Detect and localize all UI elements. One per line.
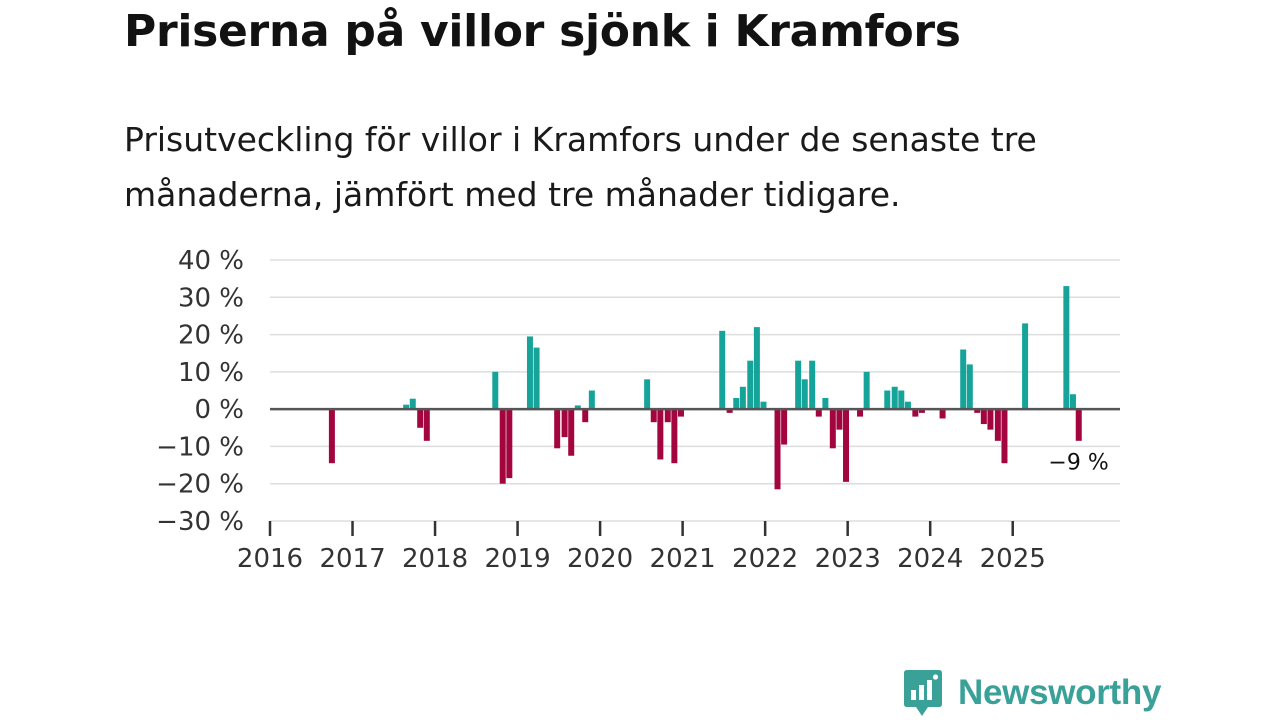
y-tick-label: −30 % xyxy=(156,507,244,537)
bar xyxy=(918,409,925,413)
price-change-chart: 40 %30 %20 %10 %0 %−10 %−20 %−30 % 2016 2… xyxy=(156,246,1120,574)
bar xyxy=(809,360,816,410)
bar xyxy=(966,364,973,410)
newsworthy-brand[interactable]: Newsworthy xyxy=(902,668,1161,718)
bar xyxy=(960,349,967,410)
annotations: −9 % xyxy=(1048,450,1108,475)
bar xyxy=(836,409,843,430)
y-tick-label: 10 % xyxy=(178,358,244,388)
bar xyxy=(857,409,864,417)
x-tick-label: 2022 xyxy=(732,544,798,574)
x-tick-label: 2024 xyxy=(897,544,963,574)
bar xyxy=(719,330,726,410)
y-axis-ticks: 40 % 30 % 20 % 10 % 0 % −10 % −20 % −30 % xyxy=(156,246,244,537)
bar xyxy=(822,397,829,410)
bar xyxy=(328,409,335,464)
x-tick-label: 2021 xyxy=(650,544,716,574)
bar xyxy=(677,409,684,417)
bar xyxy=(1063,286,1070,410)
x-tick-label: 2019 xyxy=(484,544,550,574)
bar xyxy=(554,409,561,449)
brand-name: Newsworthy xyxy=(958,673,1162,712)
bar xyxy=(980,409,987,425)
y-tick-label: 20 % xyxy=(178,321,244,351)
bar xyxy=(753,327,760,410)
bar xyxy=(829,409,836,449)
bar xyxy=(417,409,424,428)
bar xyxy=(423,409,430,441)
bar xyxy=(726,409,733,413)
bar xyxy=(657,409,664,460)
bar xyxy=(582,409,589,423)
bar xyxy=(506,409,513,479)
bar xyxy=(760,401,767,410)
bar xyxy=(533,347,540,410)
bar xyxy=(774,409,781,490)
bar xyxy=(403,404,410,410)
bar xyxy=(747,360,754,410)
bar xyxy=(499,409,506,484)
bar xyxy=(801,379,808,410)
newsworthy-logo-icon xyxy=(904,670,942,716)
y-tick-label: −20 % xyxy=(156,470,244,500)
bar xyxy=(526,336,533,410)
bar xyxy=(671,409,678,464)
bar xyxy=(781,409,788,445)
bar xyxy=(409,398,416,410)
x-axis: 2016 2017 2018 2019 2020 2021 2022 2023 2024 2025 xyxy=(237,520,1120,574)
gridlines xyxy=(270,259,1120,485)
bar xyxy=(492,371,499,410)
bar xyxy=(974,409,981,413)
bar xyxy=(561,409,568,438)
bar xyxy=(891,386,898,410)
y-tick-label: 40 % xyxy=(178,246,244,276)
bar xyxy=(863,371,870,410)
bar xyxy=(939,409,946,419)
bar xyxy=(733,397,740,410)
bar xyxy=(1075,409,1082,441)
bar xyxy=(664,409,671,423)
bar xyxy=(650,409,657,423)
bar xyxy=(795,360,802,410)
last-value-label: −9 % xyxy=(1048,450,1108,475)
bar xyxy=(884,390,891,410)
bar xyxy=(994,409,1001,441)
x-tick-label: 2023 xyxy=(815,544,881,574)
y-tick-label: 30 % xyxy=(178,283,244,313)
bar xyxy=(568,409,575,456)
bar xyxy=(898,390,905,410)
bar xyxy=(843,409,850,482)
x-tick-label: 2018 xyxy=(402,544,468,574)
x-tick-label: 2017 xyxy=(319,544,385,574)
chart-subtitle: Prisutveckling för villor i Kramfors und… xyxy=(124,120,1037,214)
x-tick-label: 2025 xyxy=(980,544,1046,574)
bar xyxy=(588,390,595,410)
bar xyxy=(912,409,919,417)
bar xyxy=(739,386,746,410)
bar xyxy=(574,405,581,410)
x-tick-label: 2016 xyxy=(237,544,303,574)
y-tick-label: 0 % xyxy=(194,395,244,425)
x-tick-label: 2020 xyxy=(567,544,633,574)
bar xyxy=(1001,409,1008,464)
bar xyxy=(644,379,651,410)
bar xyxy=(815,409,822,417)
bar xyxy=(987,409,994,430)
bar xyxy=(904,401,911,410)
bar xyxy=(1022,323,1029,410)
chart-title: Priserna på villor sjönk i Kramfors xyxy=(124,6,961,57)
bar xyxy=(1069,394,1076,410)
y-tick-label: −10 % xyxy=(156,432,244,462)
bars xyxy=(328,286,1082,490)
